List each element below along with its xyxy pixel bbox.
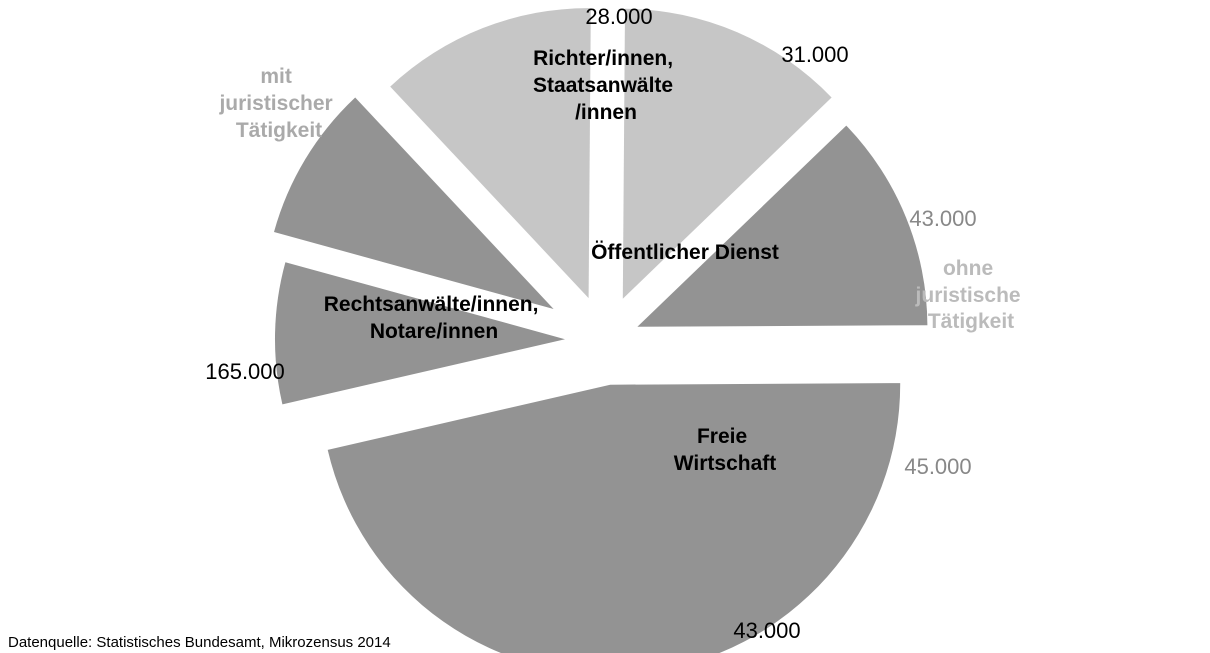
pie-slices xyxy=(274,8,928,653)
slice-freie-mit xyxy=(637,125,928,327)
value-label-oeffentlich-mit: 31.000 xyxy=(781,42,848,67)
slice-oeffentlich-mit xyxy=(274,97,554,309)
slice-rechtsanwaelte xyxy=(327,383,901,653)
value-label-freie-mit: 43.000 xyxy=(733,618,800,643)
source-note: Datenquelle: Statistisches Bundesamt, Mi… xyxy=(8,634,391,651)
slice-freie-ohne xyxy=(622,8,832,299)
value-label-rechtsanwaelte: 165.000 xyxy=(205,359,285,384)
category-label-freie-wirtschaft: Freie Wirtschaft xyxy=(674,425,777,475)
value-label-richter: 28.000 xyxy=(585,4,652,29)
category-label-richter: Richter/innen, Staatsanwälte /innen xyxy=(533,47,679,124)
value-label-freie-ohne: 45.000 xyxy=(904,454,971,479)
category-label-rechtsanwaelte: Rechtsanwälte/innen, Notare/innen xyxy=(324,293,545,343)
value-label-oeffentlich-ohne: 43.000 xyxy=(909,206,976,231)
slice-richter xyxy=(274,262,565,405)
group-label-ohne: ohne juristische Tätigkeit xyxy=(915,257,1027,333)
group-label-mit: mit juristischer Tätigkeit xyxy=(218,65,338,142)
slice-oeffentlich-ohne xyxy=(390,8,591,299)
category-label-oeffentlicher-dienst: Öffentlicher Dienst xyxy=(591,241,779,264)
